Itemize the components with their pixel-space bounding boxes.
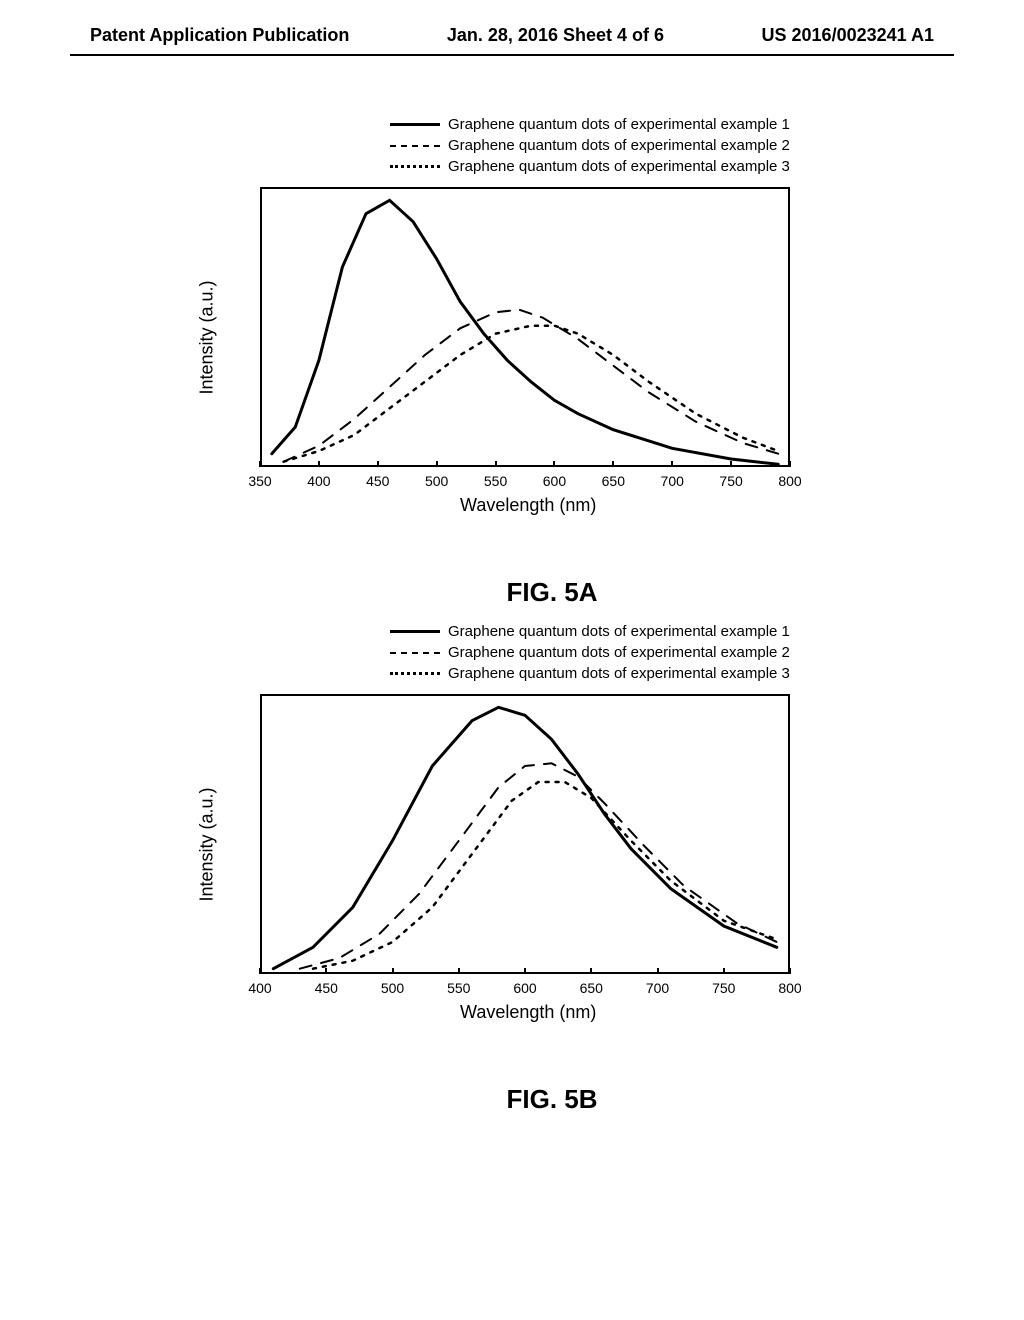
legend-label: Graphene quantum dots of experimental ex… — [448, 644, 790, 661]
x-tick-label: 400 — [307, 473, 330, 489]
chart-curves — [230, 187, 795, 472]
legend-item: Graphene quantum dots of experimental ex… — [390, 623, 1024, 640]
legend-line-solid — [390, 123, 440, 126]
legend-chart-a: Graphene quantum dots of experimental ex… — [390, 116, 1024, 175]
page-header: Patent Application Publication Jan. 28, … — [0, 0, 1024, 54]
legend-line-dashed — [390, 145, 440, 147]
curve-dotted — [313, 782, 777, 969]
x-tick-label: 450 — [366, 473, 389, 489]
chart-a-container: Intensity (a.u.) λ ex : 360 - 380 nm Wav… — [230, 187, 830, 527]
header-left: Patent Application Publication — [90, 25, 349, 46]
x-tick-label: 550 — [484, 473, 507, 489]
header-center: Jan. 28, 2016 Sheet 4 of 6 — [447, 25, 664, 46]
x-axis-label: Wavelength (nm) — [460, 495, 596, 516]
figure-label-b: FIG. 5B — [80, 1084, 1024, 1115]
curve-dotted — [284, 326, 779, 462]
x-tick-label: 400 — [248, 980, 271, 996]
x-tick-label: 700 — [661, 473, 684, 489]
legend-item: Graphene quantum dots of experimental ex… — [390, 137, 1024, 154]
curve-dashed — [284, 310, 779, 462]
legend-label: Graphene quantum dots of experimental ex… — [448, 623, 790, 640]
x-tick-label: 600 — [513, 980, 536, 996]
x-tick-label: 800 — [778, 473, 801, 489]
y-axis-label: Intensity (a.u.) — [197, 280, 218, 394]
legend-line-solid — [390, 630, 440, 633]
chart-curves — [230, 694, 795, 979]
x-tick-label: 750 — [719, 473, 742, 489]
page-content: Graphene quantum dots of experimental ex… — [0, 56, 1024, 1115]
x-tick-label: 500 — [425, 473, 448, 489]
legend-item: Graphene quantum dots of experimental ex… — [390, 116, 1024, 133]
figure-label-a: FIG. 5A — [80, 577, 1024, 608]
x-tick-label: 650 — [602, 473, 625, 489]
legend-label: Graphene quantum dots of experimental ex… — [448, 137, 790, 154]
legend-item: Graphene quantum dots of experimental ex… — [390, 158, 1024, 175]
legend-chart-b: Graphene quantum dots of experimental ex… — [390, 623, 1024, 682]
curve-solid — [273, 707, 777, 968]
legend-label: Graphene quantum dots of experimental ex… — [448, 158, 790, 175]
x-tick-label: 550 — [447, 980, 470, 996]
chart-b-container: Intensity (a.u.) λ ex : 460 - 480 nm Wav… — [230, 694, 830, 1034]
x-tick-label: 500 — [381, 980, 404, 996]
x-tick-label: 800 — [778, 980, 801, 996]
legend-item: Graphene quantum dots of experimental ex… — [390, 644, 1024, 661]
legend-line-dotted — [390, 165, 440, 168]
x-tick-label: 700 — [646, 980, 669, 996]
legend-item: Graphene quantum dots of experimental ex… — [390, 665, 1024, 682]
legend-label: Graphene quantum dots of experimental ex… — [448, 665, 790, 682]
curve-dashed — [300, 763, 777, 968]
legend-label: Graphene quantum dots of experimental ex… — [448, 116, 790, 133]
x-tick-label: 650 — [580, 980, 603, 996]
y-axis-label: Intensity (a.u.) — [197, 787, 218, 901]
x-axis-label: Wavelength (nm) — [460, 1002, 596, 1023]
legend-line-dashed — [390, 652, 440, 654]
x-tick-label: 750 — [712, 980, 735, 996]
legend-line-dotted — [390, 672, 440, 675]
header-right: US 2016/0023241 A1 — [762, 25, 934, 46]
x-tick-label: 600 — [543, 473, 566, 489]
x-tick-label: 350 — [248, 473, 271, 489]
x-tick-label: 450 — [315, 980, 338, 996]
